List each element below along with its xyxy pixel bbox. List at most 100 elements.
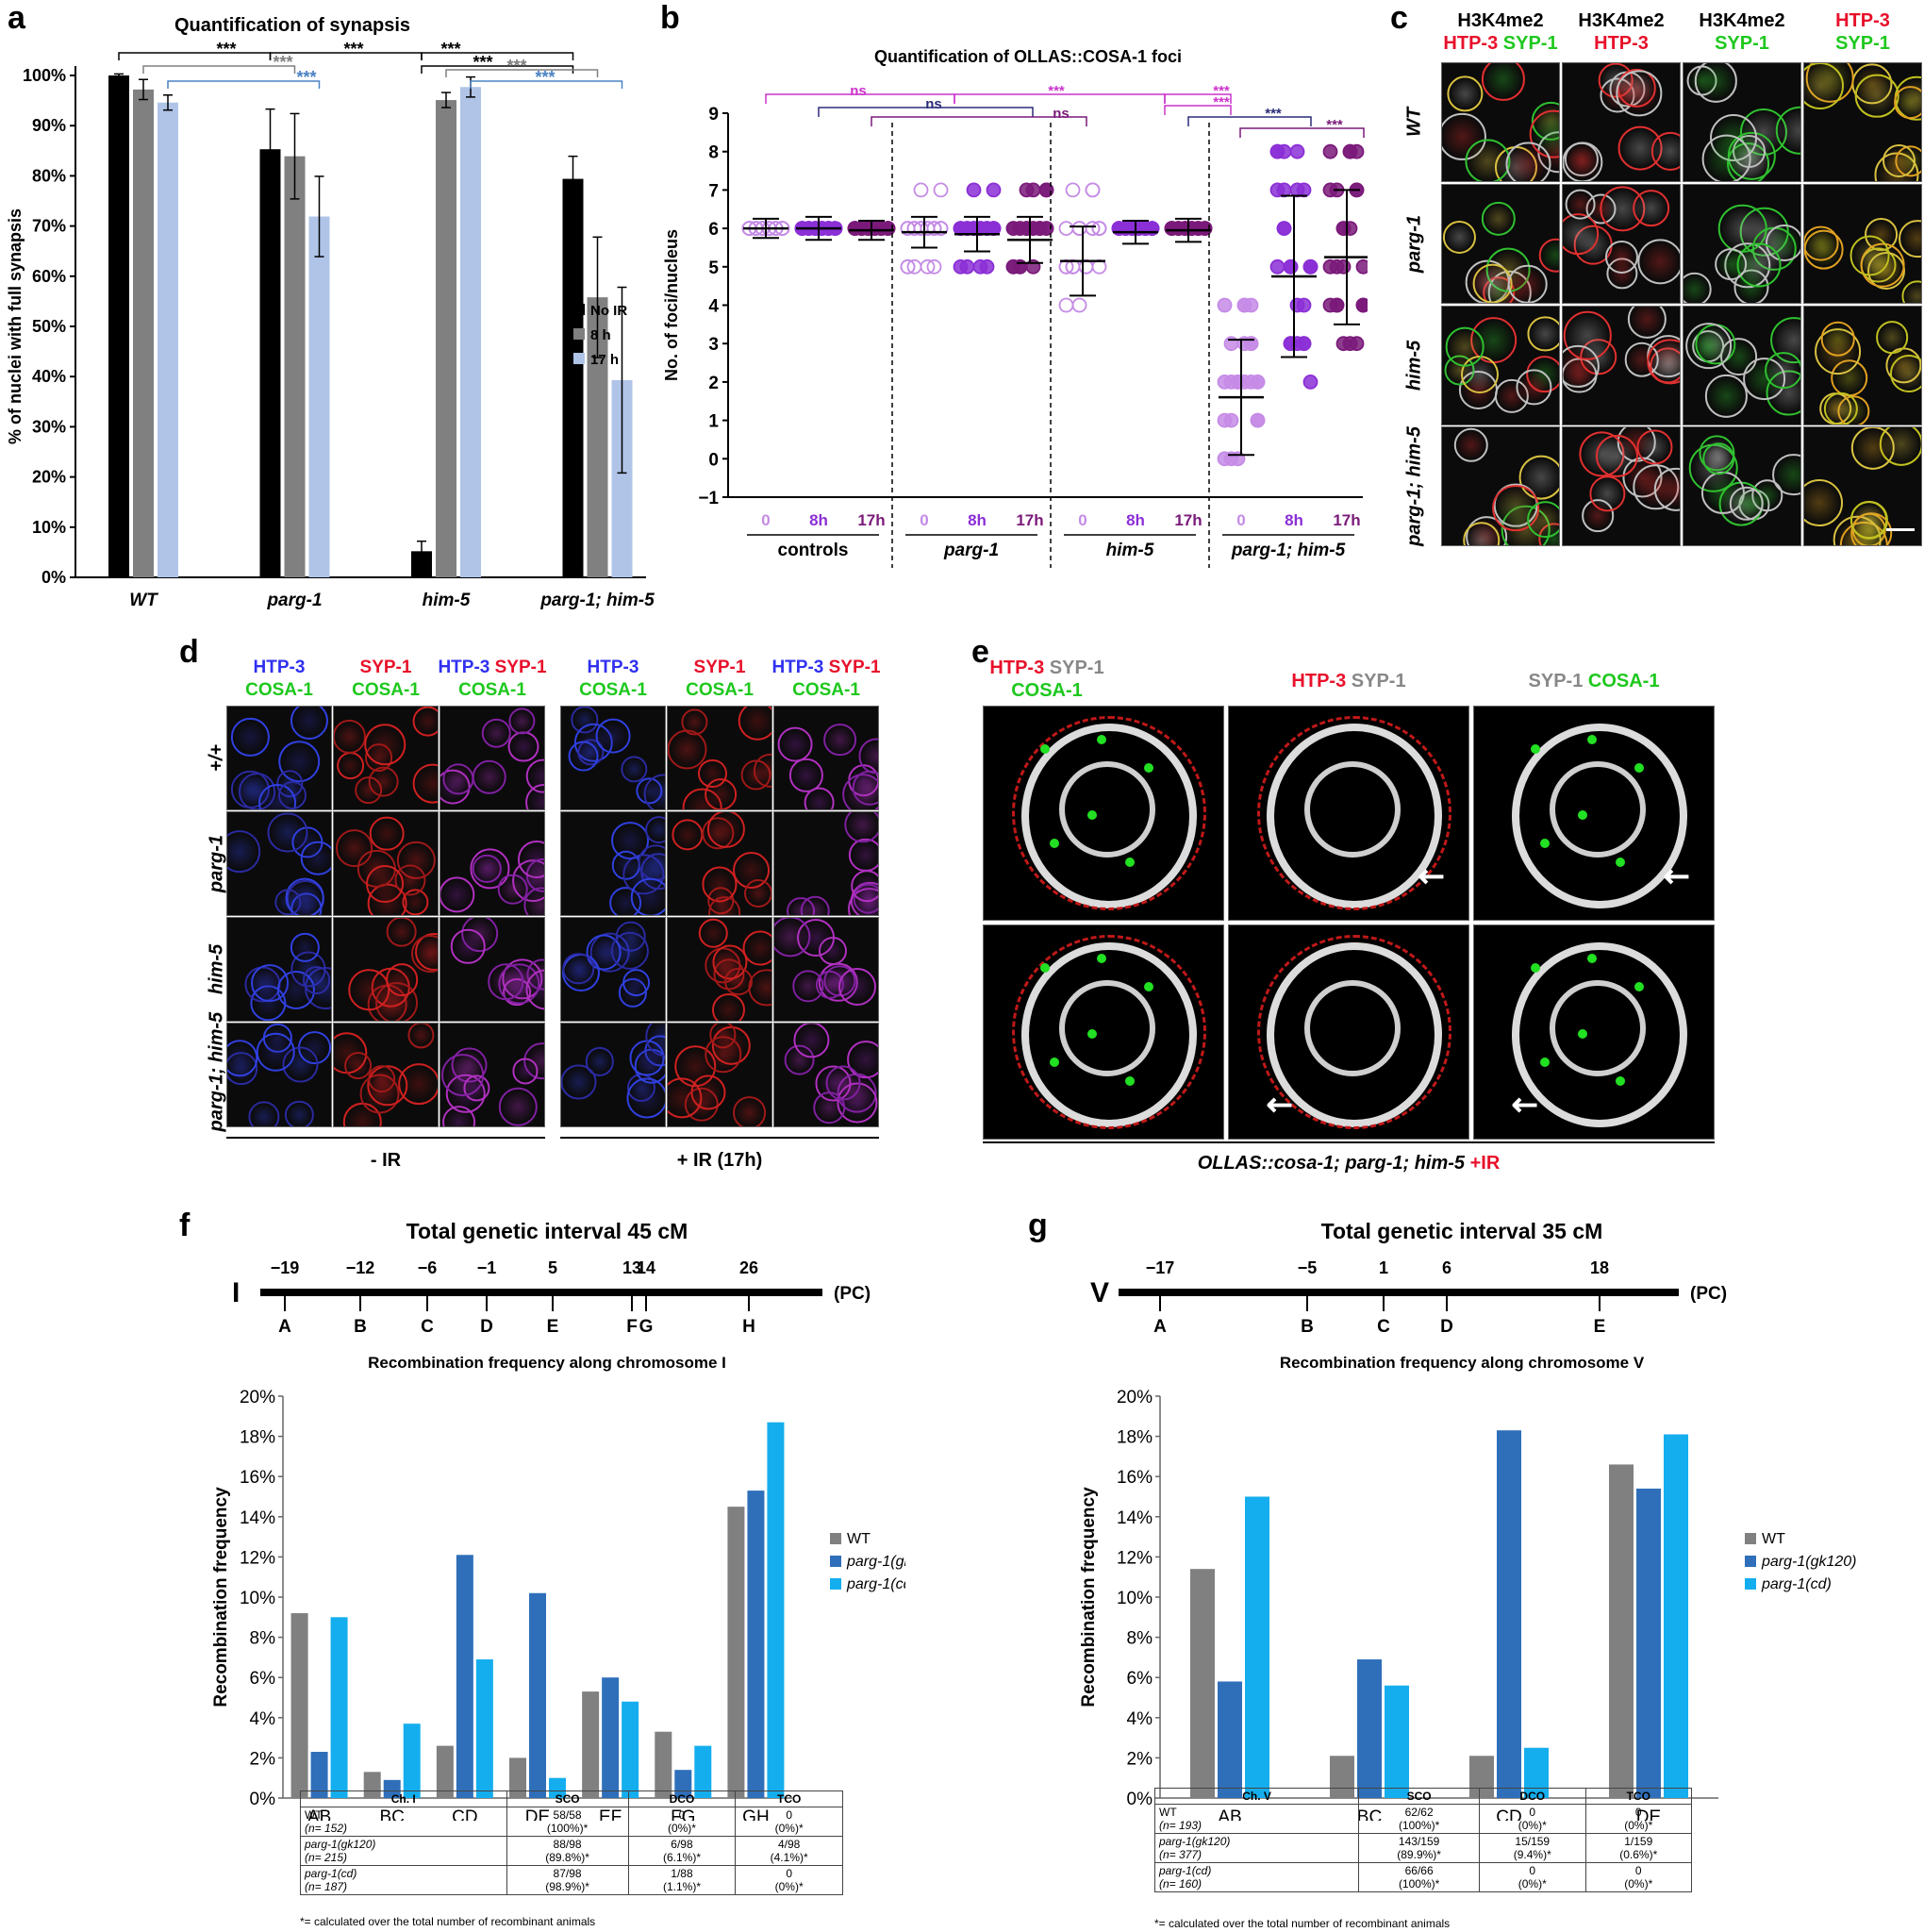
chart-b-point <box>1019 182 1035 198</box>
chart-bar <box>602 1677 620 1798</box>
nucleus <box>1647 338 1680 385</box>
panel-e-micrograph-tile <box>983 924 1224 1140</box>
panel-e-micrograph-tile: ↖ <box>1228 706 1469 921</box>
chart-bar <box>655 1731 672 1798</box>
chromosome-label: V <box>1090 1277 1109 1308</box>
chart-b-point <box>986 182 1002 198</box>
nucleus <box>343 1052 373 1080</box>
chart-b-point <box>900 258 916 275</box>
chart-a-sig-bracket-label: *** <box>296 68 316 87</box>
chart-b-ylabel: No. of foci/nucleus <box>662 229 681 381</box>
nucleus <box>733 1096 766 1126</box>
nucleus <box>1883 143 1916 177</box>
table-cell-subvalue: (n= 215) <box>305 1851 348 1864</box>
table-header-cell: DCO <box>1479 1788 1586 1805</box>
chart-b-point <box>1250 374 1266 390</box>
htp-3-signal <box>1012 716 1206 910</box>
table-cell-value: 0 <box>1634 1864 1642 1877</box>
cosa-1-focus <box>1097 954 1106 963</box>
table-cell-subvalue: (0%)* <box>774 1880 804 1893</box>
cosa-1-focus <box>1050 1058 1059 1067</box>
chart-b-point <box>1342 221 1358 237</box>
nucleus <box>706 812 745 849</box>
panel-d-header-line1: HTP-3 <box>253 658 306 677</box>
panel-c-micrograph-tile <box>1803 306 1922 425</box>
chart-b-point <box>1276 143 1292 159</box>
chart-a-bar <box>460 87 481 577</box>
table-cell: 0 (0%)* <box>735 1865 843 1895</box>
chart-b-sig-bracket-label: *** <box>1213 94 1230 110</box>
panel-d-micrograph-tile <box>667 811 772 916</box>
chart-b-point <box>1322 143 1338 159</box>
panel-d-header-line2: COSA-1 <box>792 680 860 700</box>
table-cell: parg-1(gk120) (n= 215) <box>300 1836 507 1866</box>
chart-b-group-label: parg-1; him-5 <box>1231 541 1346 560</box>
panel-c-header: H3K4me2 HTP-3 SYP-1 <box>1441 9 1560 55</box>
chart-b-group-label: parg-1 <box>943 541 999 560</box>
panel-e-genotype: OLLAS::cosa-1; parg-1; him-5 <box>1197 1153 1466 1174</box>
table-cell-value: parg-1(cd) <box>1159 1864 1212 1877</box>
chart-ytick-label: 2% <box>1127 1749 1153 1769</box>
map-title: Total genetic interval 45 cM <box>406 1219 688 1243</box>
chart-bar <box>747 1491 765 1798</box>
panel-label-d: d <box>179 634 199 670</box>
chart-ylabel: Recombination frequency <box>211 1487 231 1707</box>
chart-b-point <box>920 221 936 237</box>
panel-d-header-line1: SYP-1 <box>693 658 746 677</box>
table-cell-value: 4/98 <box>777 1838 801 1851</box>
map-title: Total genetic interval 35 cM <box>1321 1219 1603 1243</box>
panel-d-micrograph-tile <box>440 917 545 1022</box>
chart-a-legend-label: 8 h <box>590 327 611 343</box>
panel-d-header: HTP-3 COSA-1 <box>555 657 672 702</box>
chart-a-ytick-label: 30% <box>32 417 66 436</box>
cosa-1-focus <box>1050 839 1059 848</box>
nucleus-chromosomes <box>1512 942 1687 1127</box>
chart-a-ytick-label: 50% <box>32 317 66 336</box>
chart-b-sig-bracket <box>818 107 1034 117</box>
map-unit: (PC) <box>1690 1284 1727 1304</box>
nucleus <box>1729 486 1764 521</box>
chart-legend-label: parg-1(gk120) <box>1761 1554 1857 1570</box>
panel-c-header-line2: HTP-3 <box>1594 33 1649 54</box>
chart-a-bar <box>411 551 432 577</box>
panel-e-header: SYP-1 COSA-1 <box>1528 671 1660 691</box>
table-cell: WT (n= 152) <box>300 1807 507 1837</box>
table-cell-subvalue: (1.1%)* <box>662 1880 701 1893</box>
map-marker: C <box>1377 1317 1390 1337</box>
chart-legend-swatch <box>830 1533 841 1544</box>
table-cell-subvalue: (100%)* <box>546 1822 589 1835</box>
chart-b-timepoint-label: 8h <box>968 511 987 529</box>
chart-b-point <box>1302 258 1319 275</box>
nucleus <box>585 1047 615 1077</box>
cosa-1-focus <box>1540 839 1550 848</box>
chart-a-legend-swatch <box>573 353 585 364</box>
chart-b-timepoint-label: 0 <box>1078 511 1086 529</box>
panel-c-header-line1: H3K4me2 <box>1699 10 1785 31</box>
map-position: 14 <box>637 1258 655 1277</box>
nucleus <box>630 877 665 915</box>
nucleus <box>1804 479 1844 527</box>
panel-c-header-line2: SYP-1 <box>1715 33 1769 54</box>
nucleus <box>507 731 539 762</box>
table-cell-value: parg-1(gk120) <box>305 1838 376 1851</box>
nucleus <box>300 841 331 875</box>
chart-b-timepoint-label: 17h <box>1174 511 1202 529</box>
chart-ytick-label: 0% <box>250 1790 276 1809</box>
nucleus <box>517 841 544 879</box>
panel-d-micrograph-tile <box>333 917 439 1022</box>
table-cell: 0 (0%)* <box>1479 1862 1586 1892</box>
nucleus <box>367 1065 396 1093</box>
chart-a-sig-bracket-label: *** <box>440 40 460 58</box>
table-cell-subvalue: (0%)* <box>1624 1819 1653 1832</box>
chart-a-sig-bracket-label: *** <box>473 53 492 72</box>
nucleus <box>777 726 813 762</box>
nucleus <box>793 1024 830 1058</box>
panel-e-micrograph-tile: ↖ <box>1473 706 1715 921</box>
chart-ytick-label: 20% <box>1117 1388 1153 1407</box>
panel-c-micrograph-tile <box>1441 306 1560 425</box>
panel-c-micrograph-tile <box>1562 62 1681 182</box>
chart-b-timepoint-label: 0 <box>1236 511 1245 529</box>
table-row: parg-1(gk120) (n= 215) 88/98 (89.8%)* 6/98 (6… <box>300 1836 843 1866</box>
panel-d-micrograph-tile <box>560 1023 666 1127</box>
chart-b-group-label: controls <box>778 541 849 560</box>
